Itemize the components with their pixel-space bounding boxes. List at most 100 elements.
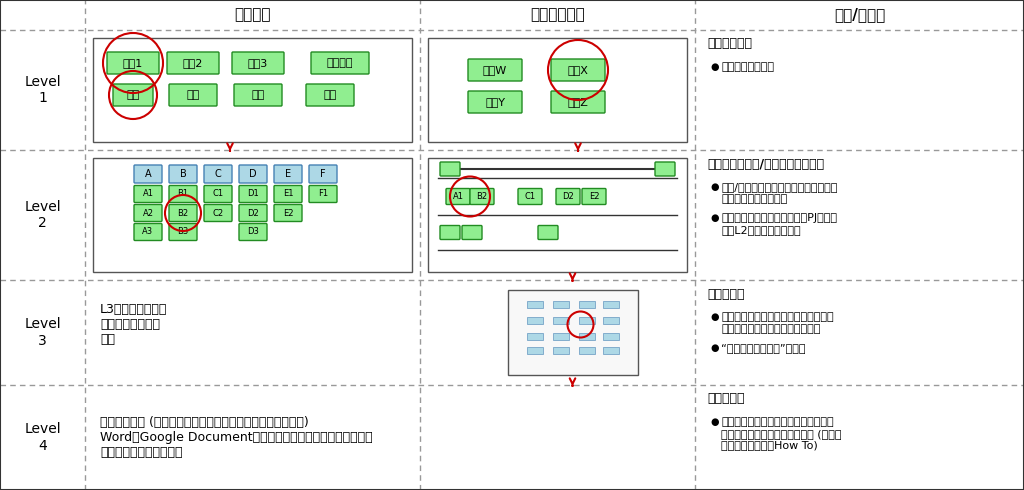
Bar bbox=[553, 334, 568, 341]
FancyBboxPatch shape bbox=[239, 186, 267, 202]
FancyBboxPatch shape bbox=[106, 52, 159, 74]
Text: D: D bbox=[249, 169, 257, 179]
FancyBboxPatch shape bbox=[169, 204, 197, 221]
Text: 役員/管理職クラスが理解でき、議論や
改善指示ができること: 役員/管理職クラスが理解でき、議論や 改善指示ができること bbox=[721, 182, 838, 204]
FancyBboxPatch shape bbox=[538, 225, 558, 240]
FancyBboxPatch shape bbox=[239, 223, 267, 241]
Bar bbox=[508, 290, 638, 375]
Text: Level
2: Level 2 bbox=[25, 200, 60, 230]
Text: 業務フロー: 業務フロー bbox=[707, 288, 744, 300]
Text: 体裁は問わず (属人化させないよう、出来るだけシンプルに)
WordやGoogle Documentなどの文書ツールで、作業手順を連
番・箇条書きで記述する: 体裁は問わず (属人化させないよう、出来るだけシンプルに) WordやGoogl… bbox=[100, 416, 373, 459]
FancyBboxPatch shape bbox=[440, 225, 460, 240]
Text: B: B bbox=[179, 169, 186, 179]
FancyBboxPatch shape bbox=[468, 59, 522, 81]
Text: B2: B2 bbox=[476, 192, 487, 201]
FancyBboxPatch shape bbox=[167, 52, 219, 74]
Bar bbox=[553, 318, 568, 324]
Text: A: A bbox=[144, 169, 152, 179]
Text: D2: D2 bbox=[247, 209, 259, 218]
Bar bbox=[526, 334, 543, 341]
Text: 事業W: 事業W bbox=[483, 65, 507, 75]
Bar bbox=[526, 301, 543, 309]
Bar bbox=[602, 347, 618, 354]
Text: B1: B1 bbox=[177, 190, 188, 198]
Text: 事業Z: 事業Z bbox=[567, 97, 589, 107]
FancyBboxPatch shape bbox=[239, 204, 267, 221]
Text: 目的/粒度感: 目的/粒度感 bbox=[834, 7, 885, 23]
Bar bbox=[602, 334, 618, 341]
Text: C2: C2 bbox=[212, 209, 223, 218]
Bar bbox=[93, 158, 412, 272]
Text: ●: ● bbox=[710, 182, 719, 192]
Text: E2: E2 bbox=[589, 192, 599, 201]
Text: D2: D2 bbox=[562, 192, 573, 201]
Text: ●: ● bbox=[710, 343, 719, 353]
Text: F: F bbox=[321, 169, 326, 179]
FancyBboxPatch shape bbox=[551, 91, 605, 113]
Text: C1: C1 bbox=[524, 192, 536, 201]
Text: その業務を実際に行う担当者どうしが
理解でき、現実と乖離がないこと: その業務を実際に行う担当者どうしが 理解でき、現実と乖離がないこと bbox=[721, 312, 834, 334]
FancyBboxPatch shape bbox=[239, 165, 267, 183]
Text: D1: D1 bbox=[247, 190, 259, 198]
Text: 人事: 人事 bbox=[126, 90, 139, 100]
Text: Level
4: Level 4 bbox=[25, 422, 60, 453]
Bar bbox=[428, 158, 687, 272]
Text: L3では同じ業務フ
ローを共有すると
良い: L3では同じ業務フ ローを共有すると 良い bbox=[100, 303, 167, 346]
Text: C1: C1 bbox=[212, 190, 223, 198]
FancyBboxPatch shape bbox=[169, 165, 197, 183]
FancyBboxPatch shape bbox=[309, 186, 337, 202]
Bar bbox=[526, 318, 543, 324]
FancyBboxPatch shape bbox=[204, 204, 232, 221]
Text: D3: D3 bbox=[247, 227, 259, 237]
FancyBboxPatch shape bbox=[551, 59, 605, 81]
Text: Level
3: Level 3 bbox=[25, 318, 60, 347]
Bar bbox=[428, 38, 687, 142]
FancyBboxPatch shape bbox=[169, 84, 217, 106]
Bar bbox=[602, 318, 618, 324]
Bar bbox=[579, 347, 595, 354]
Text: 組織横断視点: 組織横断視点 bbox=[530, 7, 585, 23]
Text: “ハンドオフの单位”で描く: “ハンドオフの单位”で描く bbox=[721, 343, 806, 353]
Bar bbox=[602, 301, 618, 309]
Bar bbox=[93, 38, 412, 142]
FancyBboxPatch shape bbox=[462, 225, 482, 240]
FancyBboxPatch shape bbox=[169, 186, 197, 202]
Text: E2: E2 bbox=[283, 209, 293, 218]
FancyBboxPatch shape bbox=[582, 189, 606, 204]
Text: 開発本部: 開発本部 bbox=[327, 58, 353, 68]
Text: プロセスマップ/バリューチェーン: プロセスマップ/バリューチェーン bbox=[707, 157, 824, 171]
FancyBboxPatch shape bbox=[204, 165, 232, 183]
Text: インデックス: インデックス bbox=[707, 38, 752, 50]
FancyBboxPatch shape bbox=[468, 91, 522, 113]
FancyBboxPatch shape bbox=[232, 52, 284, 74]
Bar bbox=[526, 347, 543, 354]
Text: A2: A2 bbox=[142, 209, 154, 218]
FancyBboxPatch shape bbox=[274, 186, 302, 202]
FancyBboxPatch shape bbox=[311, 52, 369, 74]
FancyBboxPatch shape bbox=[274, 165, 302, 183]
Text: A3: A3 bbox=[142, 227, 154, 237]
Text: 経理: 経理 bbox=[251, 90, 264, 100]
Text: 本部1: 本部1 bbox=[123, 58, 143, 68]
FancyBboxPatch shape bbox=[309, 165, 337, 183]
Text: C: C bbox=[215, 169, 221, 179]
Text: Level
1: Level 1 bbox=[25, 75, 60, 105]
Bar bbox=[579, 318, 595, 324]
Text: A1: A1 bbox=[453, 192, 464, 201]
Text: ●: ● bbox=[710, 62, 719, 72]
FancyBboxPatch shape bbox=[134, 186, 162, 202]
Text: 業務改革やシステム導入ではPJスコー
プをL2で語ることが多い: 業務改革やシステム導入ではPJスコー プをL2で語ることが多い bbox=[721, 213, 837, 235]
Bar bbox=[553, 301, 568, 309]
Text: 総務: 総務 bbox=[186, 90, 200, 100]
Text: 全社レベルの目次: 全社レベルの目次 bbox=[721, 62, 774, 72]
Text: 事業X: 事業X bbox=[567, 65, 589, 75]
Text: 本部2: 本部2 bbox=[183, 58, 203, 68]
FancyBboxPatch shape bbox=[518, 189, 542, 204]
FancyBboxPatch shape bbox=[134, 204, 162, 221]
FancyBboxPatch shape bbox=[274, 204, 302, 221]
FancyBboxPatch shape bbox=[556, 189, 580, 204]
Text: 本部3: 本部3 bbox=[248, 58, 268, 68]
FancyBboxPatch shape bbox=[113, 84, 153, 106]
Text: 事業Y: 事業Y bbox=[485, 97, 505, 107]
FancyBboxPatch shape bbox=[134, 223, 162, 241]
